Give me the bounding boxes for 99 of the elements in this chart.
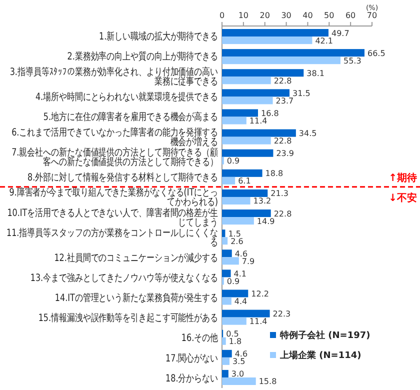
data-label: 49.7 <box>332 28 350 38</box>
x-tick-label: 0 <box>219 11 225 20</box>
data-label: 66.5 <box>368 48 386 58</box>
x-tick-label: 20 <box>260 11 270 20</box>
data-label: 0.9 <box>226 156 240 166</box>
data-label: 23.9 <box>276 149 294 158</box>
bar <box>222 377 256 385</box>
data-label: 12.2 <box>251 289 269 298</box>
bar <box>222 29 328 37</box>
y-tick-label: 14.ITの管理という新たな業務負荷が発生する <box>54 292 218 304</box>
data-label: 4.6 <box>234 249 248 258</box>
bar <box>222 297 232 305</box>
data-label: 22.8 <box>274 209 292 218</box>
data-label: 0.9 <box>226 276 240 286</box>
data-label: 1.5 <box>228 229 241 238</box>
data-label: 3.0 <box>231 370 244 379</box>
y-tick-label: 3.指導員等ｽﾀｯﾌの業務が効率化され、より付加価値の高い業務に従事できる <box>10 66 218 88</box>
bar <box>222 237 228 245</box>
data-label: 34.5 <box>298 129 317 138</box>
bar <box>222 169 262 177</box>
data-label: 22.8 <box>274 76 292 86</box>
bar <box>222 217 254 225</box>
y-tick-label: 8.外部に対して情報を発信する材料として期待できる <box>27 172 218 184</box>
bar <box>222 337 226 345</box>
bar <box>222 250 232 258</box>
bar <box>222 36 312 44</box>
bar <box>222 76 271 84</box>
y-tick-label: 7.親会社への新たな価値提供の方法として期待できる（顧客への新たな価値提供の方法として期待できる） <box>12 146 218 168</box>
bar <box>222 69 304 77</box>
bar <box>222 189 268 197</box>
data-label: 11.4 <box>249 116 268 126</box>
data-label: 11.4 <box>249 317 268 326</box>
bar <box>222 270 231 278</box>
data-label: 4.1 <box>234 269 247 278</box>
bar <box>222 96 273 104</box>
bar <box>222 56 340 64</box>
bar <box>222 49 364 57</box>
data-label: 55.3 <box>344 56 362 66</box>
data-label: 16.8 <box>261 108 279 118</box>
data-label: 15.8 <box>258 377 277 386</box>
x-tick-label: 60 <box>345 11 356 20</box>
y-tick-label: 2.業務効率の向上や質の向上が期待できる <box>67 50 218 63</box>
bar <box>222 176 236 184</box>
data-label: 6.1 <box>238 176 251 186</box>
y-tick-label: 5.地方に在住の障害者を雇用できる機会が高まる <box>43 111 218 124</box>
y-tick-label: 17.関心がない <box>166 352 218 365</box>
y-tick-label: 11.指導員等スタッフの方が業務をコントロールしにくくなる <box>6 227 218 249</box>
data-label: 14.9 <box>256 216 275 226</box>
data-label: 22.8 <box>274 136 292 146</box>
bar <box>222 357 230 365</box>
bar <box>222 210 271 218</box>
y-tick-label: 13.今まで強みとしてきたノウハウ等が使えなくなる <box>30 272 218 284</box>
data-label: 0.5 <box>226 330 239 339</box>
data-label: 21.3 <box>270 189 288 198</box>
data-label: 1.8 <box>228 337 242 346</box>
data-label: 4.4 <box>234 297 248 306</box>
y-tick-label: 12.社員間でのコミュニケーションが減少する <box>54 252 218 264</box>
text: ↓不安 <box>388 192 417 204</box>
x-tick-label: 30 <box>281 11 292 20</box>
y-tick-label: 9.障害者が今まで取り組んできた業務がなくなる(ITにとってかわられる) <box>9 186 218 209</box>
y-tick-label: 6.これまで活用できていなかった障害者の能力を発揮する機会が増える <box>12 126 218 148</box>
bar <box>222 116 246 124</box>
y-tick-label: 18.分からない <box>166 372 218 385</box>
data-label: 23.7 <box>276 96 294 106</box>
bar <box>222 310 270 318</box>
bar <box>222 290 248 298</box>
bar <box>222 129 296 137</box>
x-tick-label: 50 <box>324 11 334 20</box>
bar <box>222 89 290 97</box>
bar <box>222 196 250 204</box>
x-tick-label: 10 <box>238 11 249 20</box>
data-label: 38.1 <box>306 68 324 78</box>
bar <box>222 350 232 358</box>
bar <box>222 136 271 144</box>
y-tick-label: 15.情報漏洩や誤作動等を引き起こす可能性がある <box>38 312 218 324</box>
bar <box>222 257 239 265</box>
y-tick-label: 16.その他 <box>181 332 218 345</box>
legend-label: 特例子会社 (N=197) <box>279 330 370 341</box>
bar <box>222 317 246 325</box>
data-label: 2.6 <box>230 236 244 246</box>
data-label: 4.6 <box>234 350 248 359</box>
bar <box>222 370 228 378</box>
data-label: 22.3 <box>272 310 291 319</box>
x-tick-label: 70 <box>366 11 378 20</box>
y-tick-label: 1.新しい職域の拡大が期待できる <box>99 30 218 43</box>
ref-line-label: ↑期待 <box>388 172 417 184</box>
y-tick-label: 10.ITを活用できる人とできない人で、障害者間の格差が生じてしまう <box>7 206 218 229</box>
legend-label: 上場企業 (N=114) <box>279 350 362 361</box>
y-tick-label: 4.場所や時間にとらわれない就業環境を提供できる <box>35 91 218 104</box>
data-label: 18.8 <box>265 169 284 178</box>
x-tick-label: 40 <box>302 11 313 20</box>
data-label: 3.5 <box>232 357 246 366</box>
bar <box>222 149 274 157</box>
data-label: 7.9 <box>242 256 255 266</box>
data-label: 13.2 <box>253 196 272 206</box>
bar <box>222 109 258 117</box>
data-label: 31.5 <box>292 88 310 98</box>
bar <box>222 230 226 238</box>
data-label: 42.1 <box>315 36 334 46</box>
